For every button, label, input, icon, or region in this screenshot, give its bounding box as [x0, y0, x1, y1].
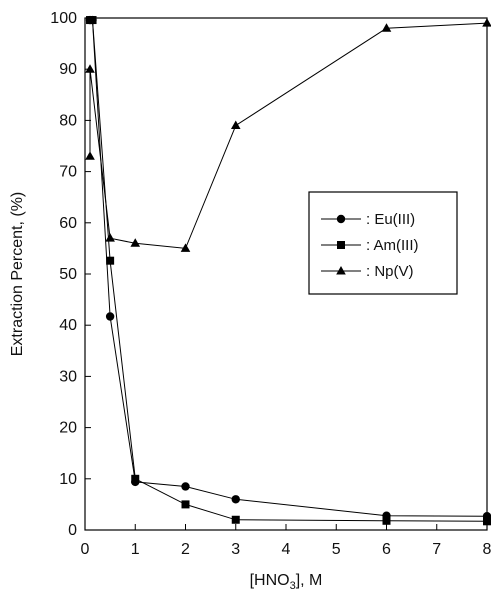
legend-label: : Am(III)	[366, 237, 419, 254]
x-tick-label: 4	[282, 541, 291, 558]
legend-box	[308, 191, 458, 295]
data-point	[230, 120, 241, 130]
data-point	[181, 482, 190, 491]
y-axis-label: Extraction Percent, (%)	[9, 192, 26, 357]
y-tick-label: 80	[59, 112, 77, 129]
legend-label: : Np(V)	[366, 263, 414, 280]
legend-marker	[336, 214, 346, 224]
x-axis-ticks: 0 1 2 3 4 5 6 7 8	[81, 524, 491, 558]
y-tick-label: 40	[59, 317, 77, 334]
y-tick-label: 30	[59, 368, 77, 385]
x-tick-label: 7	[432, 541, 441, 558]
x-tick-label: 5	[332, 541, 341, 558]
series-line	[90, 19, 488, 522]
y-tick-label: 50	[59, 266, 77, 283]
y-tick-label: 70	[59, 164, 77, 181]
x-axis-label: [HNO3], M	[250, 572, 323, 592]
data-point	[482, 18, 491, 27]
data-point	[85, 151, 95, 160]
x-tick-label: 6	[382, 541, 391, 558]
legend-label: : Eu(III)	[366, 211, 415, 228]
data-point	[381, 23, 392, 32]
series-line	[89, 22, 488, 249]
data-point	[483, 517, 491, 526]
y-tick-label: 100	[50, 10, 77, 27]
data-point	[130, 238, 141, 247]
data-point	[382, 516, 391, 525]
y-tick-label: 0	[68, 522, 77, 539]
x-axis-label-subscript: 3	[290, 580, 296, 592]
data-point	[231, 515, 240, 524]
data-point	[181, 500, 190, 509]
data-point	[85, 64, 95, 73]
legend-marker	[336, 266, 346, 275]
data-point	[131, 474, 140, 483]
x-tick-label: 0	[81, 541, 90, 558]
y-tick-label: 10	[59, 471, 77, 488]
data-point	[88, 16, 97, 25]
series-line	[90, 19, 488, 517]
x-tick-label: 3	[231, 541, 240, 558]
series-layer	[85, 15, 491, 526]
legend: : Eu(III) : Am(III) : Np(V)	[308, 191, 458, 295]
data-point	[106, 256, 115, 265]
y-tick-label: 60	[59, 215, 77, 232]
data-point	[231, 495, 240, 504]
data-point	[105, 233, 115, 242]
series-square	[86, 16, 491, 526]
y-axis-ticks: 0 10 20 30 40 50 60 70 80 90 100	[50, 10, 91, 539]
data-point	[105, 312, 115, 321]
x-tick-label: 2	[181, 541, 190, 558]
x-axis-label-suffix: ], M	[296, 572, 323, 589]
data-point	[180, 243, 191, 252]
legend-marker	[337, 241, 345, 249]
y-tick-label: 90	[59, 61, 77, 78]
x-tick-label: 8	[483, 541, 491, 558]
x-tick-label: 1	[131, 541, 140, 558]
y-tick-label: 20	[59, 420, 77, 437]
x-axis-label-prefix: [HNO	[250, 572, 290, 589]
series-triangle	[85, 18, 491, 252]
